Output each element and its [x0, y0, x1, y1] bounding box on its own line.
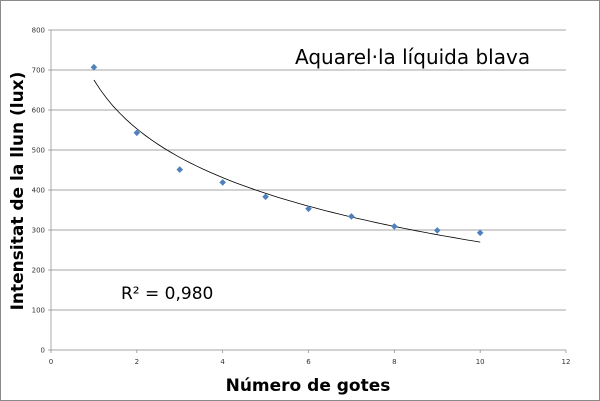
x-tick-label: 0 — [49, 358, 53, 366]
data-point — [90, 63, 98, 71]
data-point — [262, 193, 269, 201]
y-tick-label: 300 — [32, 227, 45, 235]
x-tick-label: 10 — [476, 358, 485, 366]
y-tick-label: 800 — [32, 27, 45, 35]
y-tick-label: 400 — [32, 187, 45, 195]
data-point — [433, 227, 441, 234]
y-tick-label: 600 — [32, 107, 45, 115]
data-point — [305, 205, 312, 213]
x-tick-label: 6 — [306, 358, 311, 366]
x-axis-label: Número de gotes — [226, 376, 391, 396]
x-tick-label: 12 — [562, 358, 571, 366]
x-tick-label: 4 — [220, 358, 225, 366]
y-tick-label: 200 — [32, 267, 45, 275]
x-tick-label: 2 — [135, 358, 139, 366]
data-point — [133, 129, 141, 137]
x-tick-label: 8 — [392, 358, 396, 366]
y-axis-label: Intensitat de la llun (lux) — [8, 72, 28, 311]
chart-title: Aquarel·la líquida blava — [295, 45, 530, 69]
y-tick-label: 0 — [41, 347, 45, 355]
data-point — [348, 213, 355, 220]
data-point — [391, 223, 398, 230]
data-point — [219, 179, 226, 186]
y-tick-label: 700 — [32, 67, 45, 75]
y-tick-label: 100 — [32, 307, 45, 315]
data-point — [176, 166, 184, 173]
r-squared-annotation: R² = 0,980 — [121, 284, 213, 304]
y-tick-label: 500 — [32, 147, 45, 155]
data-point — [476, 229, 484, 237]
trendline — [93, 79, 481, 243]
